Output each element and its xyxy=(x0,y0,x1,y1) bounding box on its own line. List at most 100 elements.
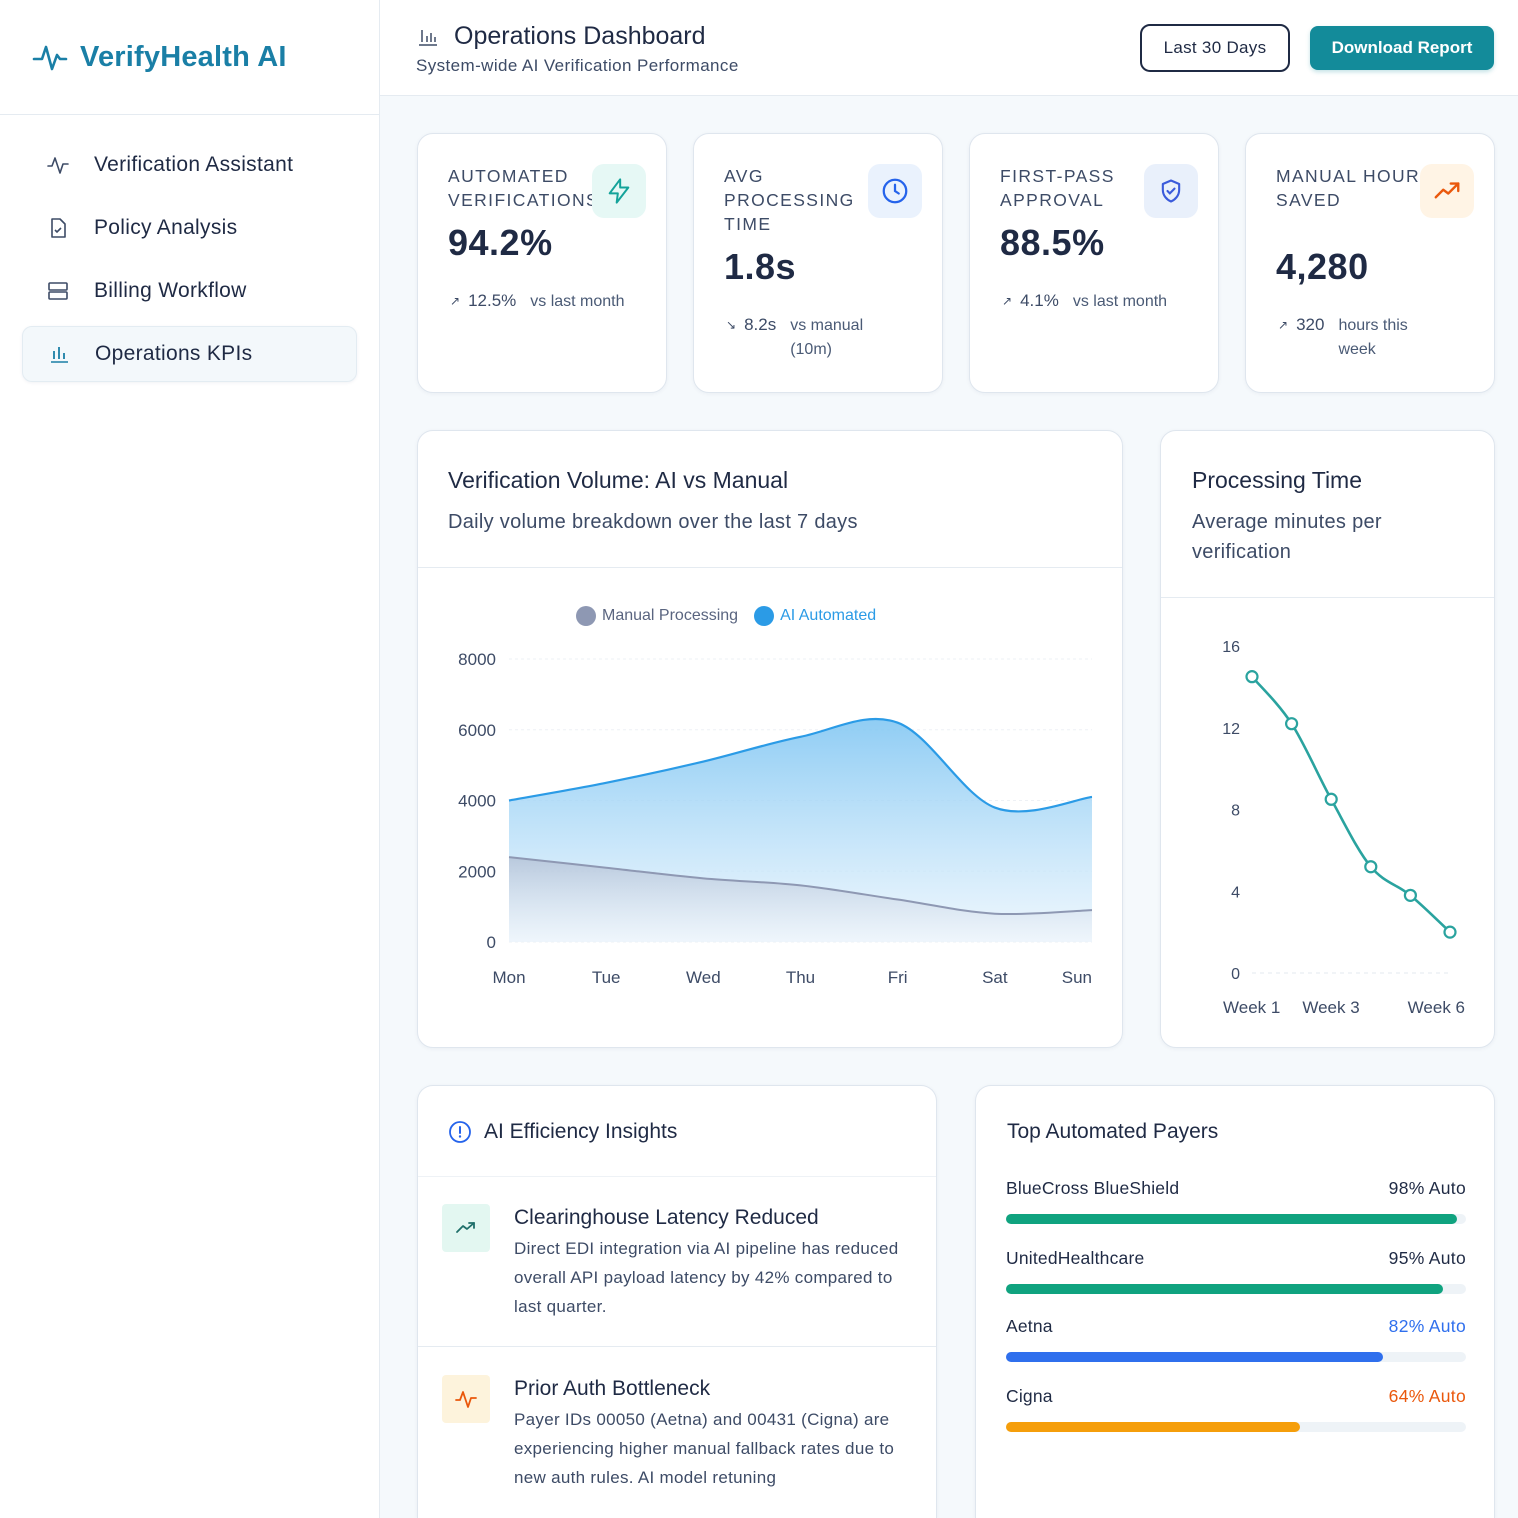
payer-progress-track xyxy=(1006,1284,1466,1294)
card-subtitle: Average minutes per verification xyxy=(1192,511,1382,563)
kpi-card-first-pass-approval: First-Pass Approval 88.5% ↗ 4.1% vs last… xyxy=(969,133,1219,393)
kpi-note: vs manual (10m) xyxy=(790,317,864,358)
sidebar-item-billing-workflow[interactable]: Billing Workflow xyxy=(22,263,357,319)
payer-progress-fill xyxy=(1006,1422,1301,1432)
data-point xyxy=(1285,717,1299,731)
x-tick-label: Thu xyxy=(786,968,815,987)
sidebar-item-label: Policy Analysis xyxy=(94,216,238,239)
sidebar: VerifyHealth AI Verification Assistant P… xyxy=(0,0,380,1518)
payer-name: Cigna xyxy=(1006,1386,1053,1406)
payer-progress-fill xyxy=(1006,1284,1443,1294)
payer-progress-fill xyxy=(1006,1214,1457,1224)
x-tick-label: Tue xyxy=(592,968,621,987)
sidebar-item-label: Operations KPIs xyxy=(95,342,253,365)
sidebar-item-label: Verification Assistant xyxy=(94,153,294,176)
x-tick-label: Week 3 xyxy=(1302,998,1359,1017)
card-title: AI Efficiency Insights xyxy=(484,1120,678,1143)
data-point xyxy=(1324,792,1338,806)
y-tick-label: 0 xyxy=(487,933,496,952)
kpi-delta: 320 xyxy=(1296,315,1325,334)
card-subtitle: Daily volume breakdown over the last 7 d… xyxy=(448,511,858,533)
insight-body: Payer IDs 00050 (Aetna) and 00431 (Cigna… xyxy=(514,1410,895,1487)
y-tick-label: 16 xyxy=(1222,639,1240,656)
insights-header: AI Efficiency Insights xyxy=(448,1120,677,1144)
divider xyxy=(1161,597,1494,598)
bar-chart-icon xyxy=(416,25,440,49)
page-header: Operations Dashboard System-wide AI Veri… xyxy=(380,0,1518,96)
bar-chart-icon xyxy=(47,342,71,366)
y-tick-label: 6000 xyxy=(458,721,496,740)
payer-row: UnitedHealthcare 95% Auto xyxy=(1006,1248,1466,1298)
trend-arrow-icon: ↘ xyxy=(726,318,737,332)
payer-row: Aetna 82% Auto xyxy=(1006,1316,1466,1366)
series-area-ai-automated xyxy=(509,718,1092,942)
sidebar-item-policy-analysis[interactable]: Policy Analysis xyxy=(22,200,357,256)
data-point xyxy=(1245,670,1259,684)
sidebar-item-verification-assistant[interactable]: Verification Assistant xyxy=(22,137,357,193)
card-title: Verification Volume: AI vs Manual xyxy=(448,467,789,493)
card-title: Top Automated Payers xyxy=(1007,1120,1219,1143)
verification-volume-card: Verification Volume: AI vs Manual Daily … xyxy=(417,430,1123,1048)
payer-percent: 82% Auto xyxy=(1388,1316,1466,1336)
data-point xyxy=(1403,888,1417,902)
divider xyxy=(418,567,1122,568)
brand-name: VerifyHealth AI xyxy=(80,40,287,73)
payer-percent: 98% Auto xyxy=(1388,1178,1466,1198)
kpi-value: 1.8s xyxy=(724,246,797,287)
kpi-trend: ↗ 320 hours this week xyxy=(1278,314,1438,362)
payer-percent: 95% Auto xyxy=(1388,1248,1466,1268)
kpi-label: Avg Processing Time xyxy=(724,166,855,234)
y-tick-label: 2000 xyxy=(458,862,496,881)
page-title: Operations Dashboard xyxy=(454,22,706,50)
series-line-manual-processing xyxy=(508,856,1093,916)
x-tick-label: Fri xyxy=(888,968,908,987)
insight-title: Prior Auth Bottleneck xyxy=(514,1377,711,1400)
server-icon xyxy=(46,279,70,303)
kpi-delta: 12.5% xyxy=(468,291,517,310)
kpi-note: vs last month xyxy=(530,293,625,310)
payer-progress-track xyxy=(1006,1352,1466,1362)
kpi-note: hours this week xyxy=(1338,317,1408,358)
lightning-icon xyxy=(592,164,646,218)
x-tick-label: Mon xyxy=(492,968,525,987)
legend-dot-manual xyxy=(576,606,596,626)
pulse-logo-icon xyxy=(32,39,68,75)
kpi-delta: 4.1% xyxy=(1020,291,1059,310)
sidebar-nav: Verification Assistant Policy Analysis B… xyxy=(0,115,379,411)
sidebar-item-operations-kpis[interactable]: Operations KPIs xyxy=(22,326,357,382)
data-point xyxy=(1364,860,1378,874)
data-point xyxy=(1443,925,1457,939)
kpi-card-avg-processing-time: Avg Processing Time 1.8s ↘ 8.2s vs manua… xyxy=(693,133,943,393)
series-line xyxy=(1251,675,1451,934)
clock-icon xyxy=(868,164,922,218)
kpi-value: 88.5% xyxy=(1000,222,1105,263)
chart-legend: Manual Processing AI Automated xyxy=(576,606,876,626)
insight-item[interactable]: Clearinghouse Latency Reduced Direct EDI… xyxy=(418,1176,936,1346)
insight-title: Clearinghouse Latency Reduced xyxy=(514,1206,819,1229)
kpi-label: First-Pass Approval xyxy=(1000,166,1115,210)
x-tick-label: Week 1 xyxy=(1223,998,1280,1017)
trend-arrow-icon: ↗ xyxy=(450,294,461,308)
ai-efficiency-insights-card: AI Efficiency Insights Clearinghouse Lat… xyxy=(417,1085,937,1518)
series-area-manual-processing xyxy=(509,857,1092,942)
kpi-trend: ↘ 8.2s vs manual (10m) xyxy=(726,314,890,362)
kpi-label: Manual Hours Saved xyxy=(1276,166,1434,210)
y-tick-label: 4000 xyxy=(458,792,496,811)
trending-up-icon xyxy=(1420,164,1474,218)
kpi-label: Automated Verifications xyxy=(448,166,600,210)
y-tick-label: 8 xyxy=(1231,803,1240,820)
insight-item[interactable]: Prior Auth Bottleneck Payer IDs 00050 (A… xyxy=(418,1347,936,1518)
download-report-button[interactable]: Download Report xyxy=(1310,26,1494,70)
kpi-note: vs last month xyxy=(1072,293,1168,310)
y-tick-label: 8000 xyxy=(458,650,496,669)
x-tick-label: Wed xyxy=(686,968,721,987)
x-tick-label: Week 6 xyxy=(1408,998,1465,1017)
divider xyxy=(418,1346,936,1347)
date-range-button[interactable]: Last 30 Days xyxy=(1140,24,1290,72)
payer-progress-track xyxy=(1006,1422,1466,1432)
activity-icon xyxy=(46,153,70,177)
title-row: Operations Dashboard xyxy=(416,22,706,51)
trend-arrow-icon: ↗ xyxy=(1002,294,1013,308)
brand[interactable]: VerifyHealth AI xyxy=(0,0,379,115)
series-line-ai-automated xyxy=(508,717,1093,813)
